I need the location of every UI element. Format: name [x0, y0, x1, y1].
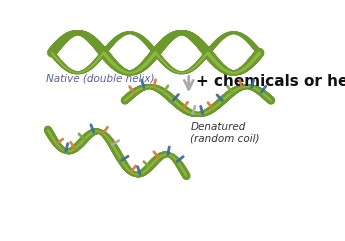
Text: Native (double helix): Native (double helix): [46, 74, 155, 84]
Text: Denatured
(random coil): Denatured (random coil): [190, 122, 260, 144]
Text: + chemicals or heat: + chemicals or heat: [196, 74, 345, 89]
